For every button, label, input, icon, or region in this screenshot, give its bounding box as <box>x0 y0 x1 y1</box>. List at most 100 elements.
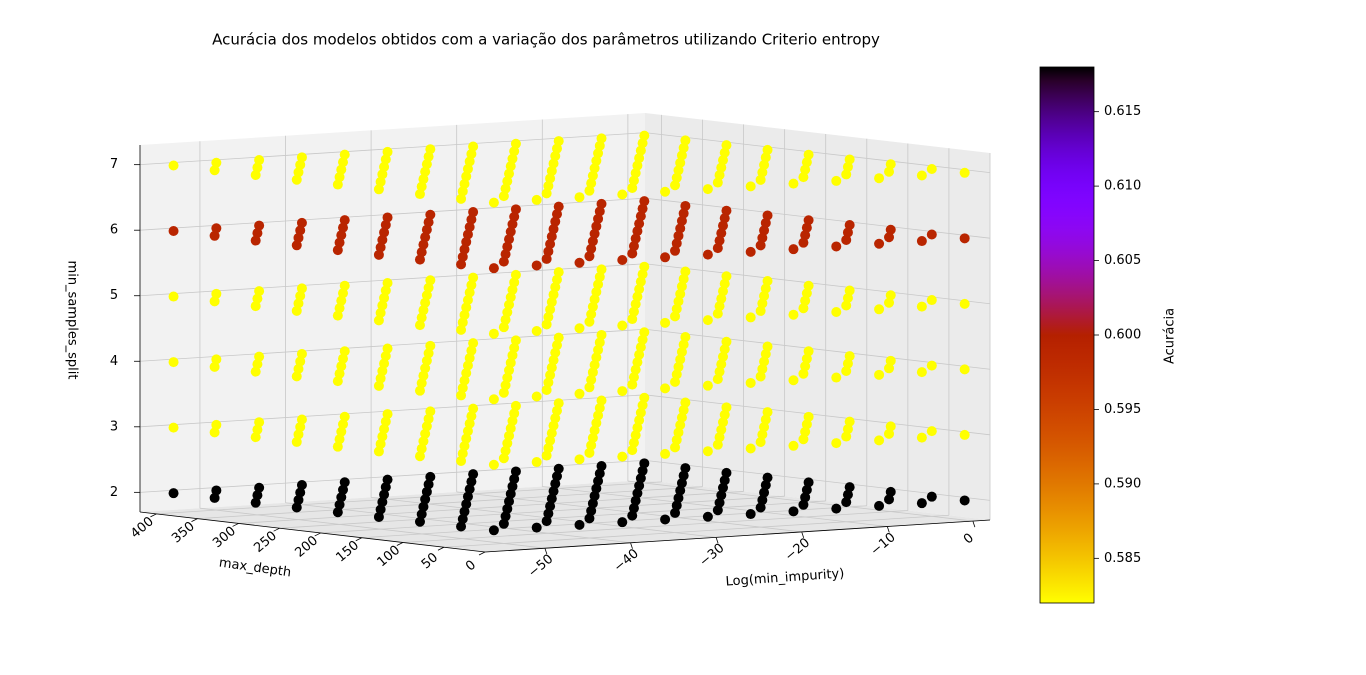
data-point <box>673 361 684 372</box>
data-point <box>721 336 732 347</box>
grid-line <box>197 486 703 520</box>
data-point <box>464 287 475 298</box>
data-point <box>678 142 689 153</box>
data-point <box>632 422 643 433</box>
data-point <box>788 178 799 189</box>
data-point <box>632 291 643 302</box>
data-point <box>841 300 852 311</box>
x-tick-label: −30 <box>697 541 728 570</box>
data-point <box>959 495 970 506</box>
colorbar <box>1039 66 1095 604</box>
z-tick-label: 5 <box>110 288 118 303</box>
y-tick-label: 50 <box>419 550 441 572</box>
data-point <box>466 411 477 422</box>
data-point <box>250 301 261 312</box>
data-point <box>291 371 302 382</box>
data-point <box>676 281 687 292</box>
data-point <box>589 163 600 174</box>
data-point <box>332 245 343 256</box>
data-point <box>702 315 713 326</box>
colorbar-tick-label: 0.610 <box>1104 179 1141 194</box>
tick-mark <box>886 526 890 533</box>
data-point <box>719 344 730 355</box>
data-point <box>757 298 768 309</box>
data-point <box>676 412 687 423</box>
data-point <box>926 229 937 240</box>
data-point <box>916 170 927 181</box>
data-point <box>380 154 391 165</box>
data-point <box>587 170 598 181</box>
data-point <box>373 446 384 457</box>
data-point <box>291 305 302 316</box>
data-point <box>635 473 646 484</box>
data-point <box>593 148 604 159</box>
data-point <box>459 375 470 386</box>
data-point <box>800 164 811 175</box>
data-point <box>800 230 811 241</box>
data-point <box>589 228 600 239</box>
data-point <box>678 405 689 416</box>
data-point <box>635 276 646 287</box>
data-point <box>461 236 472 247</box>
data-point <box>291 502 302 513</box>
data-point <box>885 486 896 497</box>
data-point <box>798 303 809 314</box>
data-point <box>842 293 853 304</box>
data-point <box>617 517 628 528</box>
data-point <box>332 376 343 387</box>
data-point <box>531 522 542 533</box>
data-point <box>801 222 812 233</box>
data-point <box>461 302 472 313</box>
data-point <box>803 477 814 488</box>
data-point <box>671 303 682 314</box>
data-point <box>425 209 436 220</box>
data-point <box>375 307 386 318</box>
data-point <box>377 497 388 508</box>
data-point <box>670 376 681 387</box>
data-point <box>209 165 220 176</box>
data-point <box>500 511 511 522</box>
data-point <box>874 173 885 184</box>
data-point <box>416 312 427 323</box>
data-point <box>635 407 646 418</box>
data-point <box>670 507 681 518</box>
data-point <box>574 388 585 399</box>
data-point <box>589 294 600 305</box>
data-point <box>680 266 691 277</box>
y-tick-label: 100 <box>375 543 404 570</box>
data-point <box>334 237 345 248</box>
data-point <box>702 184 713 195</box>
data-point <box>466 214 477 225</box>
data-point <box>373 249 384 260</box>
data-point <box>637 465 648 476</box>
data-point <box>718 155 729 166</box>
data-point <box>885 421 896 432</box>
data-point <box>801 484 812 495</box>
data-point <box>926 491 937 502</box>
tick-mark <box>355 537 362 542</box>
tick-mark <box>972 520 976 528</box>
data-point <box>462 229 473 240</box>
data-point <box>714 432 725 443</box>
grid-line <box>238 491 744 524</box>
x-tick-label: −10 <box>868 530 899 559</box>
data-point <box>584 316 595 327</box>
data-point <box>464 484 475 495</box>
data-point <box>425 471 436 482</box>
data-point <box>423 413 434 424</box>
data-point <box>589 425 600 436</box>
data-point <box>551 405 562 416</box>
data-point <box>373 315 384 326</box>
data-point <box>334 434 345 445</box>
data-point <box>678 208 689 219</box>
data-point <box>252 490 263 501</box>
data-point <box>291 436 302 447</box>
data-point <box>593 344 604 355</box>
data-point <box>336 164 347 175</box>
data-point <box>509 211 520 222</box>
data-point <box>639 261 650 272</box>
data-point <box>760 283 771 294</box>
grid-line <box>443 514 949 548</box>
data-point <box>801 353 812 364</box>
data-point <box>425 340 436 351</box>
